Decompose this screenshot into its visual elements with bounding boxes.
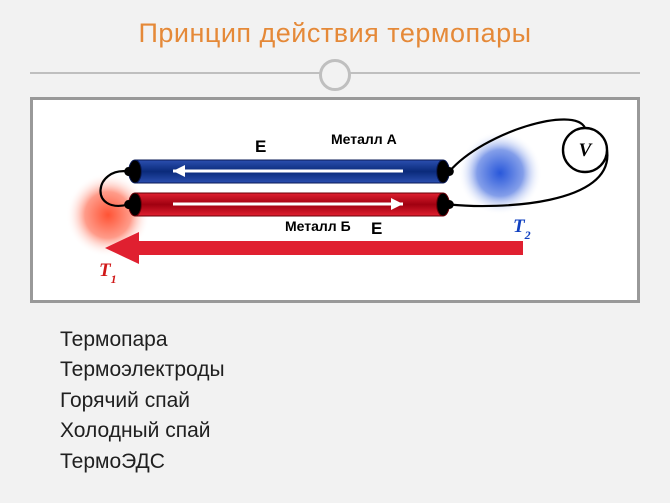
thermocouple-diagram: VМеталл АМеталл БEET1T2 xyxy=(30,97,640,303)
svg-text:V: V xyxy=(579,140,593,161)
term-item: Холодный спай xyxy=(60,416,670,446)
term-item: ТермоЭДС xyxy=(60,447,670,477)
terms-list: ТермопараТермоэлектродыГорячий спайХолод… xyxy=(60,325,670,477)
divider-circle xyxy=(319,59,351,91)
divider xyxy=(0,55,670,89)
term-item: Термопара xyxy=(60,325,670,355)
svg-text:E: E xyxy=(371,219,382,238)
svg-text:E: E xyxy=(255,137,266,156)
svg-text:Металл Б: Металл Б xyxy=(285,218,351,234)
page-title: Принцип действия термопары xyxy=(0,0,670,49)
slide: Принцип действия термопары V Металл А Мета… xyxy=(0,0,670,503)
svg-text:Металл А: Металл А xyxy=(331,131,397,147)
term-item: Горячий спай xyxy=(60,386,670,416)
term-item: Термоэлектроды xyxy=(60,355,670,385)
